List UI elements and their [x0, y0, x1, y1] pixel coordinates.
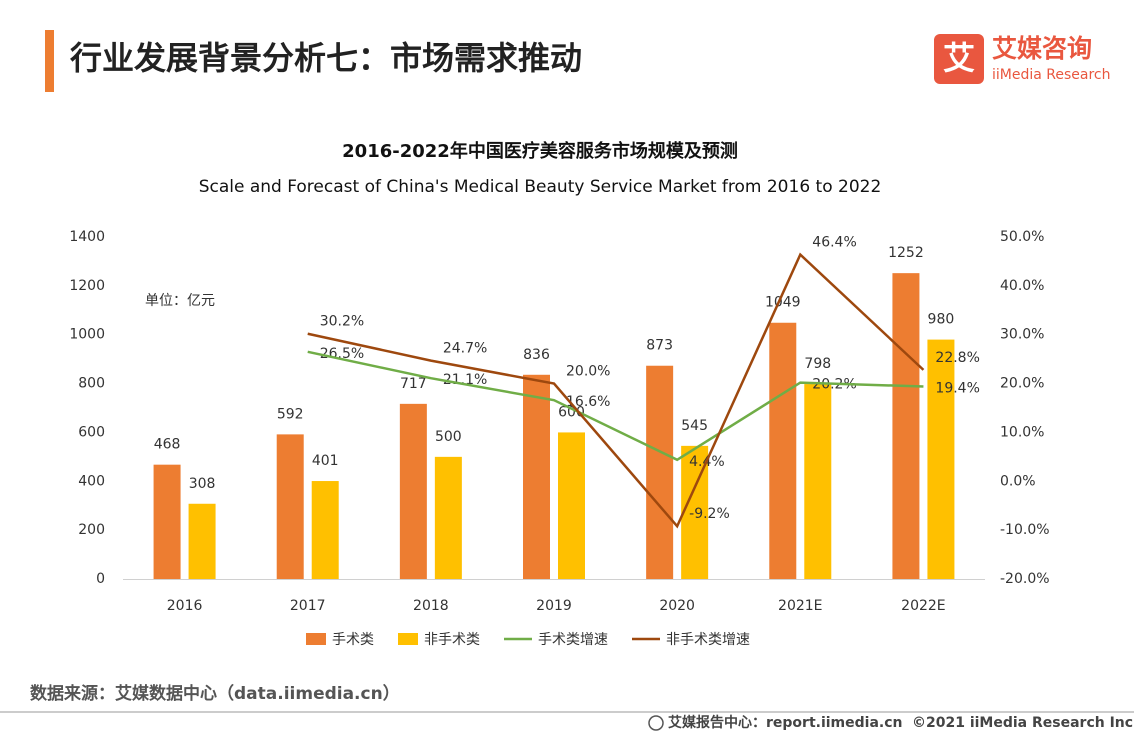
y2-tick-label: 50.0%	[1000, 229, 1044, 245]
bar	[276, 434, 304, 579]
bar-value-label: 980	[928, 312, 955, 328]
line	[307, 350, 924, 462]
bar	[434, 456, 462, 579]
bar	[892, 273, 920, 579]
source: 数据来源：艾媒数据中心（data.iimedia.cn）	[30, 683, 400, 704]
x-tick-label: 2018	[413, 598, 449, 614]
bar	[927, 339, 955, 579]
y-tick-label: 800	[78, 376, 105, 392]
bar	[311, 481, 339, 579]
y-tick-label: 1000	[69, 327, 105, 343]
footer-icon	[648, 715, 664, 731]
page-title: 行业发展背景分析七：市场需求推动	[70, 39, 582, 77]
x-tick-label: 2022E	[901, 598, 945, 614]
y2-tick-label: 0.0%	[1000, 473, 1036, 489]
logo-mark	[934, 34, 984, 84]
bar	[804, 384, 832, 579]
line-value-label: -9.2%	[689, 506, 730, 522]
line-value-label: 16.6%	[566, 394, 610, 410]
bar-value-label: 468	[154, 437, 181, 453]
legend-label: 手术类增速	[538, 632, 608, 648]
y2-tick-label: 10.0%	[1000, 424, 1044, 440]
y2-tick-label: 40.0%	[1000, 278, 1044, 294]
chart-subtitle: Scale and Forecast of China's Medical Be…	[199, 177, 882, 197]
y-tick-label: 1200	[69, 278, 105, 294]
line	[307, 252, 925, 529]
bar	[646, 365, 674, 579]
bar-value-label: 717	[400, 376, 427, 392]
line-value-label: 21.1%	[443, 372, 487, 388]
footer-copyright: ©2021 iiMedia Research Inc	[912, 715, 1133, 731]
line-value-label: 30.2%	[320, 314, 364, 330]
bar-value-label: 836	[523, 347, 550, 363]
bar-value-label: 600	[558, 404, 585, 420]
legend-swatch	[306, 633, 326, 645]
bar-value-label: 1049	[765, 295, 801, 311]
bar-value-label: 401	[312, 453, 339, 469]
footer-report: 艾媒报告中心：report.iimedia.cn	[668, 714, 903, 731]
line-value-label: 46.4%	[812, 235, 856, 251]
y-tick-label: 0	[96, 571, 105, 587]
bar-value-label: 545	[681, 418, 708, 434]
y-tick-label: 400	[78, 473, 105, 489]
logo-mark-text: 艾	[943, 39, 975, 77]
y2-tick-label: -10.0%	[1000, 522, 1050, 538]
logo-subtext: iiMedia Research	[992, 67, 1111, 83]
bar	[399, 403, 427, 579]
bar	[153, 464, 181, 579]
bar-value-label: 592	[277, 406, 304, 422]
title-accent	[45, 30, 54, 92]
bar-value-label: 308	[189, 476, 216, 492]
x-tick-label: 2016	[167, 598, 203, 614]
line-value-label: 22.8%	[935, 350, 979, 366]
logo-text: 艾媒咨询	[992, 34, 1092, 63]
line-value-label: 24.7%	[443, 341, 487, 357]
bar-value-label: 1252	[888, 245, 924, 261]
bar	[769, 322, 797, 579]
legend-swatch	[398, 633, 418, 645]
y-tick-label: 600	[78, 424, 105, 440]
bar-value-label: 798	[804, 356, 831, 372]
chart-title: 2016-2022年中国医疗美容服务市场规模及预测	[342, 140, 738, 162]
y2-tick-label: 20.0%	[1000, 376, 1044, 392]
y-tick-label: 200	[78, 522, 105, 538]
legend-label: 非手术类	[424, 632, 480, 648]
x-tick-label: 2021E	[778, 598, 822, 614]
legend-label: 手术类	[332, 632, 374, 648]
line-value-label: 20.0%	[566, 364, 610, 380]
legend-label: 非手术类增速	[666, 632, 750, 648]
line-value-label: 19.4%	[935, 381, 979, 397]
bar	[523, 374, 550, 579]
bar-value-label: 873	[646, 338, 673, 354]
x-tick-label: 2017	[290, 598, 326, 614]
y2-tick-label: 30.0%	[1000, 327, 1044, 343]
x-tick-label: 2019	[536, 598, 572, 614]
x-tick-label: 2020	[659, 598, 695, 614]
bar	[188, 503, 216, 579]
unit-label: 单位：亿元	[145, 293, 215, 309]
y2-tick-label: -20.0%	[1000, 571, 1050, 587]
y-tick-label: 1400	[69, 229, 105, 245]
bar	[558, 432, 585, 579]
bar-value-label: 500	[435, 429, 462, 445]
